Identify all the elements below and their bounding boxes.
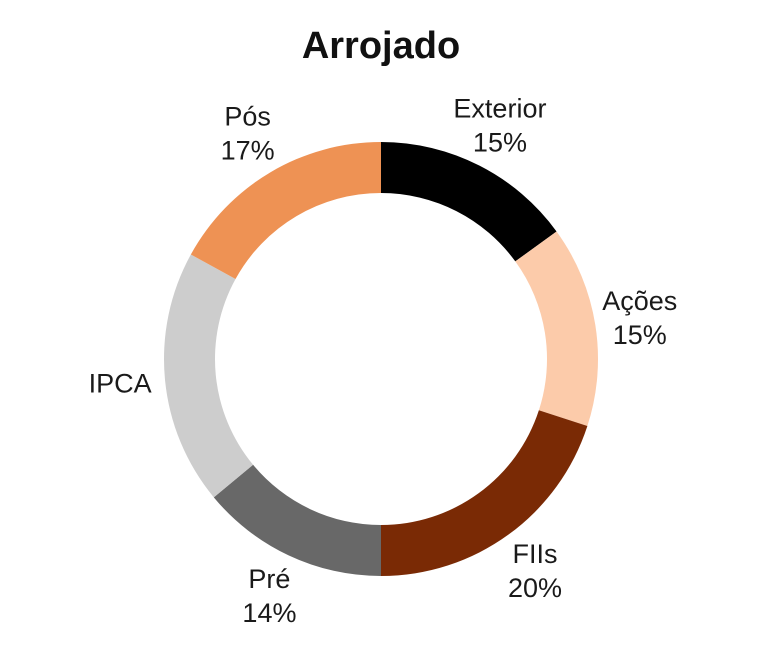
value-label-fiis: 20% xyxy=(508,573,562,603)
slice-ipca xyxy=(164,254,254,498)
slice-pos xyxy=(190,142,381,280)
slice-acoes xyxy=(515,231,598,427)
label-exterior: Exterior xyxy=(453,94,546,124)
slice-labels: Exterior 15% Ações 15% FIIs 20% Pré 14% IPCA Pós 1… xyxy=(89,94,678,629)
label-acoes: Ações xyxy=(602,286,677,316)
label-pre: Pré xyxy=(248,564,290,594)
donut-slices xyxy=(164,142,598,576)
label-ipca: IPCA xyxy=(89,369,152,399)
chart-title: Arrojado xyxy=(302,25,460,67)
value-label-exterior: 15% xyxy=(473,128,527,158)
slice-pre xyxy=(213,464,381,576)
value-label-pre: 14% xyxy=(242,598,296,628)
slice-fiis xyxy=(381,410,588,576)
label-pos: Pós xyxy=(224,101,271,131)
value-label-acoes: 15% xyxy=(613,320,667,350)
slice-exterior xyxy=(381,142,557,262)
label-fiis: FIIs xyxy=(512,539,557,569)
value-label-pos: 17% xyxy=(221,135,275,165)
